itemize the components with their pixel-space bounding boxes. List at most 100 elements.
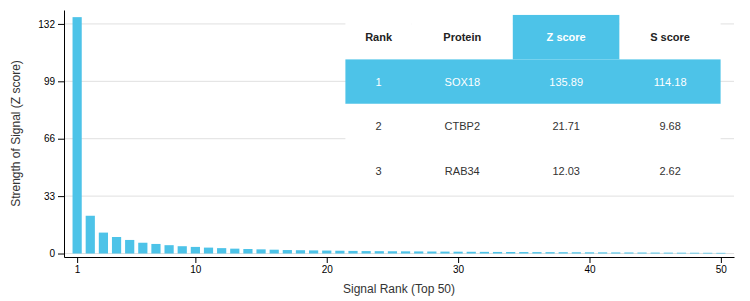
bar <box>348 251 357 254</box>
table-header-text: S score <box>650 31 690 43</box>
bar <box>230 249 239 254</box>
bar <box>401 251 410 253</box>
bar <box>572 252 581 253</box>
x-tick-mark <box>77 257 78 263</box>
x-tick: 10 <box>190 257 202 275</box>
y-axis-title: Strength of Signal (Z score) <box>9 60 23 207</box>
x-tick-label: 10 <box>190 264 202 275</box>
y-axis: 0 33 66 99 132 <box>38 11 64 260</box>
bar <box>322 251 331 254</box>
bar <box>151 244 160 254</box>
y-axis-line <box>64 11 65 258</box>
bar <box>270 250 279 254</box>
bar <box>454 252 463 254</box>
bar <box>178 246 187 253</box>
y-tick-mark <box>58 24 64 25</box>
bar <box>388 251 397 253</box>
x-tick: 1 <box>75 257 81 275</box>
bar <box>125 240 134 254</box>
x-tick-mark <box>327 257 328 263</box>
table-row-bg <box>345 59 720 103</box>
y-tick-label: 132 <box>38 19 55 30</box>
bar <box>611 252 620 253</box>
table-cell-text: 3 <box>376 165 382 177</box>
bar <box>703 252 712 254</box>
grid-line <box>64 196 734 197</box>
bar <box>585 252 594 253</box>
bar <box>493 252 502 254</box>
table-cell-text: CTBP2 <box>445 120 480 132</box>
y-tick: 66 <box>44 133 64 144</box>
bar <box>256 249 265 253</box>
bar <box>73 17 82 253</box>
table-row-bg <box>345 104 720 148</box>
bar <box>545 252 554 253</box>
y-tick: 33 <box>44 191 64 202</box>
table-header-text: Z score <box>547 31 586 43</box>
x-tick-mark <box>195 257 196 263</box>
x-tick-label: 40 <box>584 264 596 275</box>
x-axis-title: Signal Rank (Top 50) <box>343 282 455 296</box>
x-tick: 50 <box>716 257 728 275</box>
y-tick-mark <box>58 254 64 255</box>
x-tick-mark <box>458 257 459 263</box>
y-tick-mark <box>58 81 64 82</box>
y-tick-label: 33 <box>44 191 56 202</box>
table-cell-text: 2.62 <box>659 165 680 177</box>
bar <box>690 252 699 254</box>
bar <box>99 233 108 254</box>
table-header-text: Protein <box>443 31 481 43</box>
bar <box>427 252 436 254</box>
x-tick-label: 50 <box>716 264 728 275</box>
table-header-cell <box>345 15 411 59</box>
bar <box>624 252 633 253</box>
bar <box>506 252 515 254</box>
bar <box>375 251 384 253</box>
table: Rank Protein Z score S score 1 SOX18 135.89 114… <box>345 15 720 193</box>
y-tick-label: 66 <box>44 133 56 144</box>
x-tick-mark <box>721 257 722 263</box>
bar <box>112 237 121 254</box>
x-tick: 30 <box>453 257 465 275</box>
y-tick-label: 99 <box>44 76 56 87</box>
bar <box>677 252 686 254</box>
x-tick-label: 1 <box>75 264 81 275</box>
x-tick-label: 20 <box>322 264 334 275</box>
bar <box>480 252 489 254</box>
table-cell-text: 9.68 <box>659 120 680 132</box>
chart-svg: 1 10 20 30 40 50 0 33 66 99 132 Signal Rank (Top 50… <box>0 0 750 301</box>
table-header-cell <box>620 15 721 59</box>
bar <box>716 252 725 254</box>
x-axis: 1 10 20 30 40 50 <box>65 257 735 275</box>
bar <box>86 216 95 254</box>
table-header-text: Rank <box>365 31 393 43</box>
bar <box>362 251 371 253</box>
bar <box>335 251 344 254</box>
bar <box>283 250 292 253</box>
x-tick-mark <box>589 257 590 263</box>
bar <box>598 252 607 253</box>
bar <box>414 251 423 253</box>
x-tick: 40 <box>584 257 596 275</box>
bar <box>191 247 200 254</box>
table-cell-text: SOX18 <box>445 76 480 88</box>
bar <box>440 252 449 254</box>
table-cell-text: 1 <box>376 76 382 88</box>
table-header-cell <box>412 15 513 59</box>
bar <box>138 243 147 254</box>
y-tick-mark <box>58 139 64 140</box>
table-row-bg <box>345 148 720 192</box>
bar <box>243 249 252 254</box>
y-tick: 99 <box>44 76 64 87</box>
bar <box>165 245 174 253</box>
y-tick: 0 <box>49 248 64 259</box>
x-tick: 20 <box>322 257 334 275</box>
bar <box>204 248 213 254</box>
table-cell-text: 12.03 <box>552 165 580 177</box>
x-axis-line <box>65 257 735 258</box>
bar <box>559 252 568 253</box>
table-cell-text: 135.89 <box>549 76 583 88</box>
y-tick: 132 <box>38 19 64 30</box>
x-tick-label: 30 <box>453 264 465 275</box>
table-cell-text: 114.18 <box>654 76 687 88</box>
